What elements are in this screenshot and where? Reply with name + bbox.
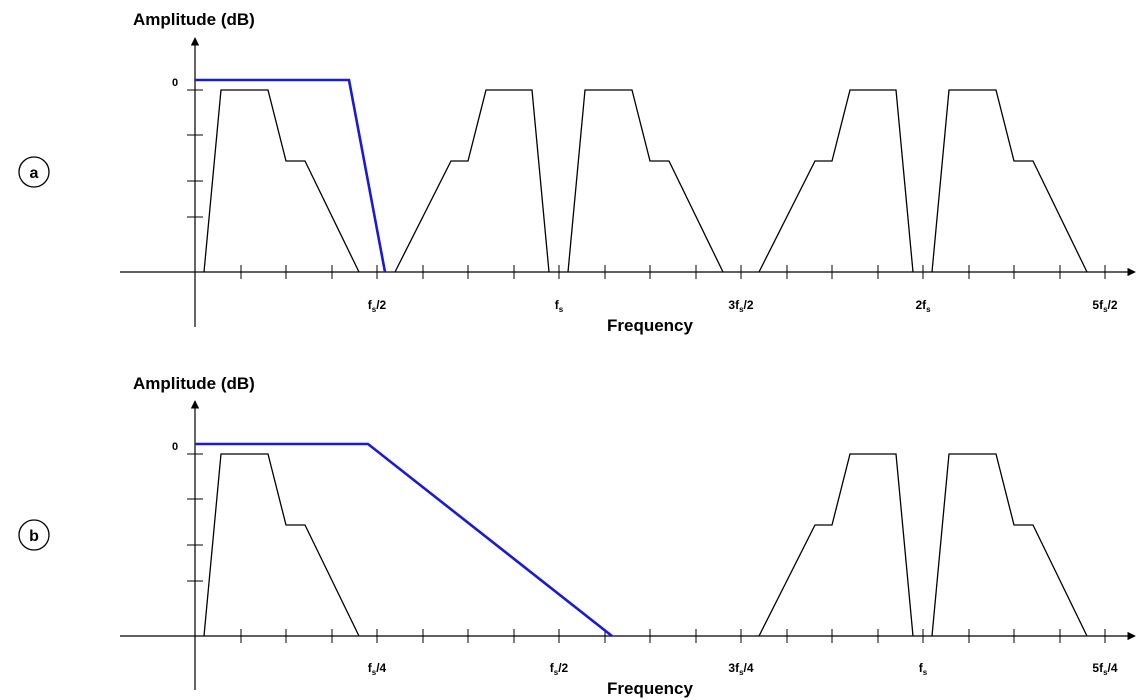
panel-b-badge: b xyxy=(18,519,50,551)
panel-a-tick-label-2: 3fs/2 xyxy=(728,298,753,314)
panel-b-image-right xyxy=(931,453,1088,637)
panel-a-image-2-right xyxy=(931,89,1088,273)
panel-a-zero-label: 0 xyxy=(172,77,178,89)
panel-a: a xyxy=(18,10,1136,335)
panel-b-spectra xyxy=(203,453,1088,637)
panel-a-y-ticks xyxy=(187,89,203,218)
panel-b-image-left xyxy=(758,453,914,637)
panel-b-x-title: Frequency xyxy=(607,679,694,698)
panel-a-tick-label-0: fs/2 xyxy=(368,298,387,314)
panel-a-tick-label-1: fs xyxy=(555,298,564,314)
panel-a-x-ticks xyxy=(240,265,1106,279)
panel-a-tick-label-4: 5fs/2 xyxy=(1092,298,1117,314)
panel-a-letter: a xyxy=(30,165,39,182)
panel-a-badge: a xyxy=(18,156,50,188)
panel-b-tick-labels: fs/4 fs/2 3fs/4 fs 5fs/4 xyxy=(368,661,1118,677)
panel-a-spectra xyxy=(203,89,1088,273)
panel-b-tick-label-1: fs/2 xyxy=(550,661,569,677)
panel-a-baseband-spectrum xyxy=(203,89,360,273)
panel-b-baseband-spectrum xyxy=(203,453,360,637)
panel-a-filter-response xyxy=(195,78,387,273)
panel-a-x-title: Frequency xyxy=(607,316,694,335)
panel-b: b xyxy=(18,374,1136,698)
panel-b-tick-label-4: 5fs/4 xyxy=(1092,661,1117,677)
panel-b-tick-label-3: fs xyxy=(919,661,928,677)
panel-b-tick-label-2: 3fs/4 xyxy=(728,661,753,677)
panel-a-tick-label-3: 2fs xyxy=(915,298,931,314)
panel-a-tick-labels: fs/2 fs 3fs/2 2fs 5fs/2 xyxy=(368,298,1118,314)
panel-b-tick-label-0: fs/4 xyxy=(368,661,387,677)
panel-b-letter: b xyxy=(29,528,39,545)
panel-a-image-1-right xyxy=(567,89,724,273)
panel-b-y-ticks xyxy=(187,453,203,582)
panel-b-x-ticks xyxy=(240,629,1106,643)
panel-a-image-2-left xyxy=(758,89,914,273)
panel-b-filter-response xyxy=(195,442,613,638)
panel-a-y-title: Amplitude (dB) xyxy=(133,10,255,29)
panel-b-zero-label: 0 xyxy=(172,441,178,453)
panel-b-y-title: Amplitude (dB) xyxy=(133,374,255,393)
panel-a-image-1-left xyxy=(394,89,550,273)
